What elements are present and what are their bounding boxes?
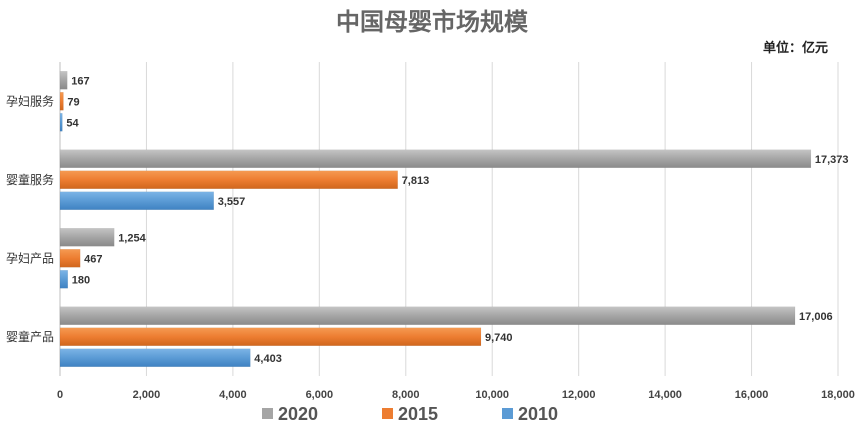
legend-label: 2020 [278,404,318,424]
bar-layer [59,71,812,367]
unit-label: 单位：亿元 [763,40,828,55]
legend-swatch-2010 [502,408,513,419]
category-label: 婴童服务 [6,172,54,187]
bar-2010 [59,113,63,132]
bar-2015 [59,170,398,189]
data-label: 4,403 [254,353,282,365]
data-label: 9,740 [485,332,513,344]
legend-swatch-2015 [382,408,393,419]
data-label: 1,254 [118,232,146,244]
x-tick-label: 4,000 [219,389,247,401]
label-layer: 0 2,000 4,000 6,000 8,000 10,000 12,000 14,000 1… [6,75,855,401]
data-label: 54 [66,117,79,129]
bar-2010 [59,270,69,289]
bar-2015 [59,327,482,346]
x-tick-label: 0 [57,389,63,401]
data-label: 467 [84,253,102,265]
bar-2020 [59,71,68,90]
data-label: 180 [72,274,90,286]
data-label: 17,373 [815,154,849,166]
category-label: 孕妇产品 [6,251,54,265]
grid-layer [59,62,839,376]
data-label: 3,557 [218,196,246,208]
x-tick-label: 10,000 [475,389,509,401]
legend-label: 2015 [398,404,438,424]
bar-2015 [59,92,64,111]
chart-title: 中国母婴市场规模 [336,8,529,36]
data-label: 17,006 [799,311,833,323]
bar-2020 [59,306,796,325]
legend: 2020 2015 2010 [262,404,558,424]
x-tick-label: 14,000 [648,389,682,401]
legend-swatch-2020 [262,408,273,419]
bar-2010 [59,191,214,210]
x-tick-label: 2,000 [133,389,161,401]
data-label: 167 [71,75,89,87]
x-tick-label: 18,000 [821,389,855,401]
bar-2015 [59,249,81,268]
data-label: 79 [67,96,79,108]
category-label: 婴童产品 [6,329,54,344]
category-label: 孕妇服务 [6,93,54,108]
x-tick-label: 12,000 [562,389,596,401]
data-label: 7,813 [402,175,430,187]
x-tick-label: 16,000 [735,389,769,401]
bar-2010 [59,348,251,367]
bar-2020 [59,228,115,247]
bar-2020 [59,149,812,168]
x-tick-label: 8,000 [392,389,420,401]
legend-label: 2010 [518,404,558,424]
x-tick-label: 6,000 [306,389,334,401]
